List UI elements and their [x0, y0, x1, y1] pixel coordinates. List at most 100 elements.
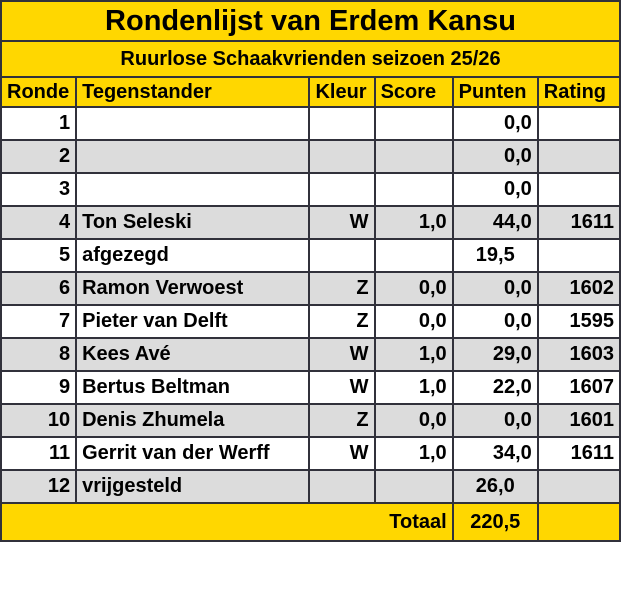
rating-cell [536, 469, 622, 504]
col-header-punten: Punten [451, 76, 539, 108]
subtitle: Ruurlose Schaakvrienden seizoen 25/26 [0, 40, 621, 78]
total-points: 220,5 [451, 502, 539, 542]
kleur-cell: Z [308, 271, 376, 306]
punten-cell: 44,0 [451, 205, 539, 240]
table-row: 1 0,0 [0, 106, 622, 141]
score-cell: 1,0 [373, 436, 454, 471]
title-row: Rondenlijst van Erdem Kansu [0, 0, 621, 42]
ronde-cell: 8 [0, 337, 78, 372]
total-rating-cell [536, 502, 622, 542]
table-row: 12 vrijgesteld 26,0 [0, 469, 622, 504]
opponent-cell [75, 106, 311, 141]
rounds-table: Rondenlijst van Erdem Kansu Ruurlose Sch… [0, 0, 622, 542]
punten-cell: 0,0 [451, 403, 539, 438]
score-cell [373, 106, 454, 141]
table-row: 10 Denis Zhumela Z 0,0 0,0 1601 [0, 403, 622, 438]
ronde-cell: 11 [0, 436, 78, 471]
opponent-cell: Pieter van Delft [75, 304, 311, 339]
rating-cell: 1611 [536, 205, 622, 240]
ronde-cell: 12 [0, 469, 78, 504]
ronde-cell: 10 [0, 403, 78, 438]
punten-cell: 0,0 [451, 139, 539, 174]
rating-cell: 1611 [536, 436, 622, 471]
rating-cell: 1601 [536, 403, 622, 438]
punten-cell: 0,0 [451, 304, 539, 339]
rating-cell: 1602 [536, 271, 622, 306]
score-cell [373, 469, 454, 504]
punten-cell: 0,0 [451, 172, 539, 207]
ronde-cell: 4 [0, 205, 78, 240]
column-header-row: Ronde Tegenstander Kleur Score Punten Ra… [0, 76, 622, 108]
total-row: Totaal 220,5 [0, 502, 622, 542]
score-cell: 1,0 [373, 205, 454, 240]
score-cell: 1,0 [373, 370, 454, 405]
kleur-cell: Z [308, 304, 376, 339]
col-header-tegenstander: Tegenstander [75, 76, 311, 108]
punten-cell: 0,0 [451, 271, 539, 306]
punten-cell: 19,5 [451, 238, 539, 273]
table-row: 9 Bertus Beltman W 1,0 22,0 1607 [0, 370, 622, 405]
rating-cell: 1595 [536, 304, 622, 339]
rating-cell [536, 106, 622, 141]
table-row: 4 Ton Seleski W 1,0 44,0 1611 [0, 205, 622, 240]
col-header-rating: Rating [536, 76, 622, 108]
total-label: Totaal [0, 502, 454, 542]
score-cell: 0,0 [373, 403, 454, 438]
table-row: 11 Gerrit van der Werff W 1,0 34,0 1611 [0, 436, 622, 471]
table-row: 8 Kees Avé W 1,0 29,0 1603 [0, 337, 622, 372]
opponent-cell: Denis Zhumela [75, 403, 311, 438]
rating-cell: 1607 [536, 370, 622, 405]
score-cell [373, 139, 454, 174]
punten-cell: 34,0 [451, 436, 539, 471]
kleur-cell [308, 172, 376, 207]
opponent-cell: vrijgesteld [75, 469, 311, 504]
punten-cell: 26,0 [451, 469, 539, 504]
score-cell [373, 172, 454, 207]
kleur-cell [308, 469, 376, 504]
ronde-cell: 1 [0, 106, 78, 141]
kleur-cell: Z [308, 403, 376, 438]
table-row: 3 0,0 [0, 172, 622, 207]
kleur-cell: W [308, 370, 376, 405]
kleur-cell: W [308, 436, 376, 471]
opponent-cell: Ton Seleski [75, 205, 311, 240]
subtitle-row: Ruurlose Schaakvrienden seizoen 25/26 [0, 40, 621, 78]
ronde-cell: 3 [0, 172, 78, 207]
kleur-cell [308, 106, 376, 141]
col-header-score: Score [373, 76, 454, 108]
opponent-cell: Ramon Verwoest [75, 271, 311, 306]
opponent-cell: afgezegd [75, 238, 311, 273]
col-header-kleur: Kleur [308, 76, 376, 108]
opponent-cell: Gerrit van der Werff [75, 436, 311, 471]
kleur-cell [308, 139, 376, 174]
score-cell: 0,0 [373, 304, 454, 339]
ronde-cell: 9 [0, 370, 78, 405]
punten-cell: 29,0 [451, 337, 539, 372]
opponent-cell [75, 172, 311, 207]
rating-cell [536, 172, 622, 207]
rating-cell: 1603 [536, 337, 622, 372]
kleur-cell [308, 238, 376, 273]
table-row: 7 Pieter van Delft Z 0,0 0,0 1595 [0, 304, 622, 339]
ronde-cell: 7 [0, 304, 78, 339]
kleur-cell: W [308, 337, 376, 372]
table-row: 5 afgezegd 19,5 [0, 238, 622, 273]
opponent-cell [75, 139, 311, 174]
ronde-cell: 2 [0, 139, 78, 174]
opponent-cell: Kees Avé [75, 337, 311, 372]
score-cell: 0,0 [373, 271, 454, 306]
col-header-ronde: Ronde [0, 76, 78, 108]
punten-cell: 0,0 [451, 106, 539, 141]
table-row: 2 0,0 [0, 139, 622, 174]
rating-cell [536, 238, 622, 273]
opponent-cell: Bertus Beltman [75, 370, 311, 405]
table-row: 6 Ramon Verwoest Z 0,0 0,0 1602 [0, 271, 622, 306]
rating-cell [536, 139, 622, 174]
punten-cell: 22,0 [451, 370, 539, 405]
score-cell: 1,0 [373, 337, 454, 372]
kleur-cell: W [308, 205, 376, 240]
page-title: Rondenlijst van Erdem Kansu [0, 0, 621, 42]
ronde-cell: 6 [0, 271, 78, 306]
score-cell [373, 238, 454, 273]
ronde-cell: 5 [0, 238, 78, 273]
